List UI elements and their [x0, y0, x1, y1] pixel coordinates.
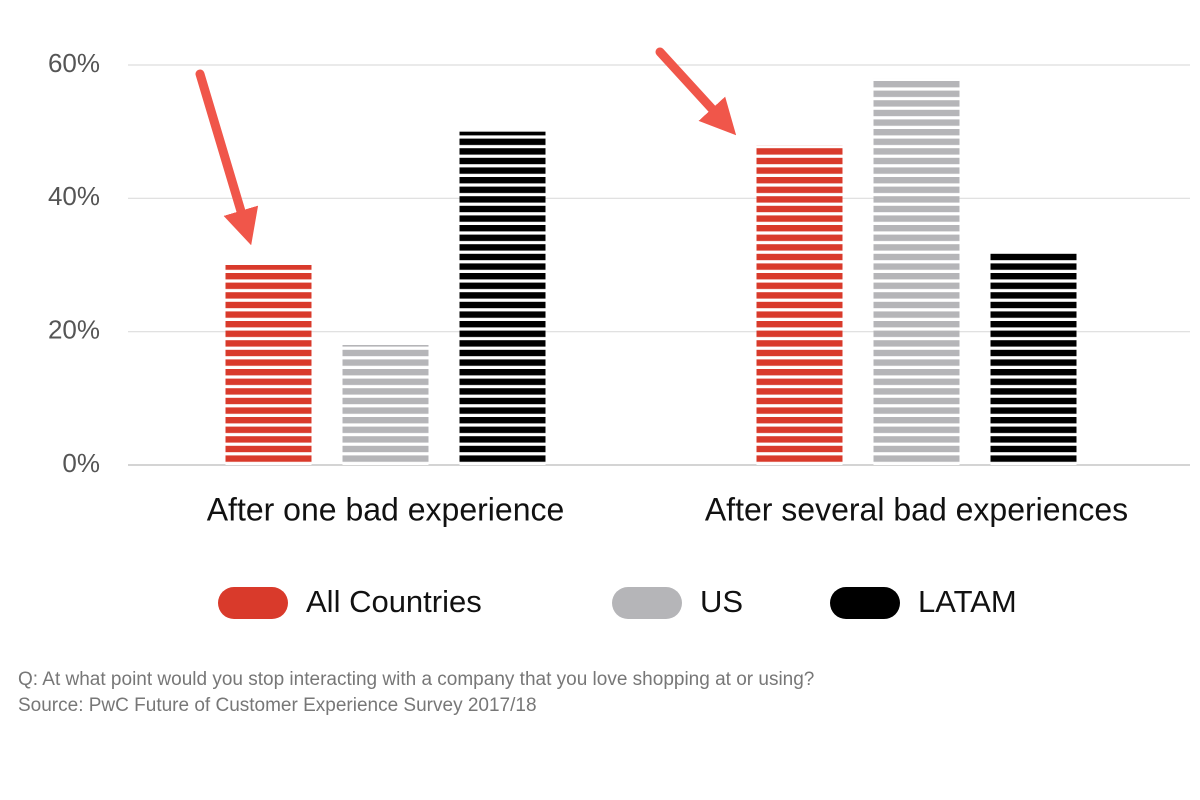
legend-label: All Countries [306, 584, 482, 619]
legend-label: LATAM [918, 584, 1017, 619]
bar [342, 345, 429, 465]
bar [990, 251, 1077, 465]
y-tick-label: 0% [62, 448, 100, 478]
legend-swatch [830, 587, 900, 619]
y-tick-label: 20% [48, 315, 100, 345]
footnote: Source: PwC Future of Customer Experienc… [18, 695, 537, 716]
annotation-arrow [655, 47, 737, 136]
x-tick-label: After several bad experiences [705, 491, 1128, 527]
y-tick-label: 40% [48, 181, 100, 211]
bar [756, 145, 843, 465]
footnote: Q: At what point would you stop interact… [18, 669, 814, 690]
annotation-arrow [195, 69, 259, 246]
x-tick-label: After one bad experience [207, 491, 565, 527]
bar [873, 78, 960, 465]
bar [225, 265, 312, 465]
legend-label: US [700, 584, 743, 619]
bar [459, 131, 546, 465]
legend-swatch [218, 587, 288, 619]
y-tick-label: 60% [48, 48, 100, 78]
legend-swatch [612, 587, 682, 619]
